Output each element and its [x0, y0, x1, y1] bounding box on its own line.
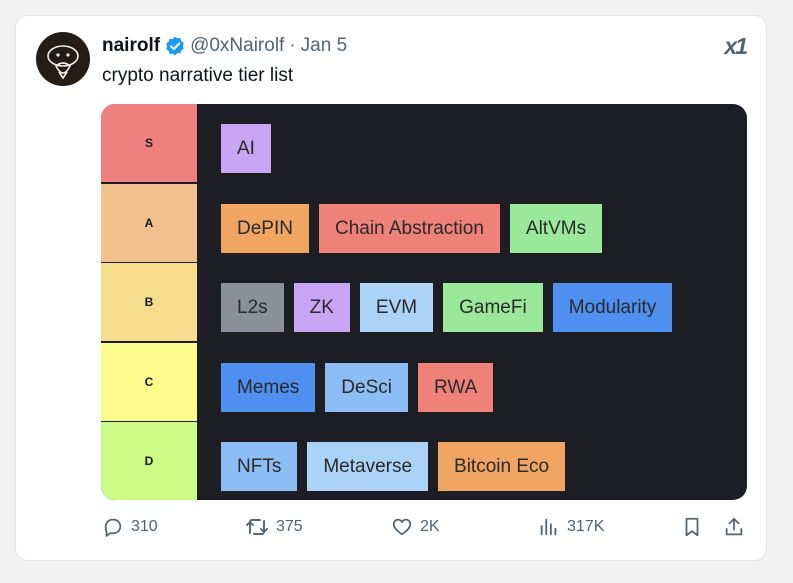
tier-row: A DePIN Chain Abstraction AltVMs	[101, 184, 747, 262]
tier-row: S AI	[101, 104, 747, 182]
tweet-header: nairolf @0xNairolf · Jan 5	[102, 35, 347, 57]
verified-badge-icon	[164, 35, 186, 57]
tier-item: EVM	[359, 283, 434, 332]
tier-item: RWA	[417, 363, 494, 412]
tweet-card[interactable]: nairolf @0xNairolf · Jan 5 x1 crypto nar…	[15, 15, 767, 561]
tier-items: DePIN Chain Abstraction AltVMs	[221, 204, 612, 253]
tier-list-image[interactable]: S AI A DePIN Chain Abstraction AltVMs B …	[101, 104, 747, 500]
tier-item: GameFi	[443, 283, 543, 332]
tier-items: AI	[221, 124, 281, 173]
reply-icon	[102, 516, 124, 538]
tier-item: AltVMs	[509, 204, 603, 253]
tier-item: AI	[221, 124, 271, 173]
reply-button[interactable]: 310	[102, 516, 158, 538]
avatar[interactable]	[36, 32, 90, 86]
views-icon	[538, 516, 560, 538]
tweet-text: crypto narrative tier list	[102, 65, 294, 86]
tweet-date[interactable]: Jan 5	[300, 35, 348, 56]
tier-row: C Memes DeSci RWA	[101, 343, 747, 421]
like-count: 2K	[420, 518, 440, 535]
tier-items: NFTs Metaverse Bitcoin Eco	[221, 442, 575, 491]
tier-item: Memes	[221, 363, 316, 412]
tier-item: Chain Abstraction	[318, 204, 500, 253]
tier-label: B	[101, 263, 197, 341]
tier-items: Memes DeSci RWA	[221, 363, 503, 412]
repost-count: 375	[276, 518, 303, 535]
handle[interactable]: @0xNairolf	[190, 35, 285, 56]
action-bar: 310 375 2K 317K	[16, 516, 766, 548]
tier-row: D NFTs Metaverse Bitcoin Eco	[101, 422, 747, 500]
bookmark-icon	[681, 516, 703, 538]
tier-item: Bitcoin Eco	[438, 442, 566, 491]
tier-item: ZK	[293, 283, 350, 332]
tier-item: Metaverse	[307, 442, 429, 491]
tier-item: DePIN	[221, 204, 309, 253]
tier-label: A	[101, 184, 197, 262]
views-button[interactable]: 317K	[538, 516, 604, 538]
repost-button[interactable]: 375	[245, 516, 303, 538]
tier-label: C	[101, 343, 197, 421]
reply-count: 310	[131, 518, 158, 535]
share-button[interactable]	[723, 516, 745, 538]
views-count: 317K	[567, 518, 605, 535]
bookmark-button[interactable]	[681, 516, 703, 538]
repost-icon	[245, 516, 269, 538]
x-logo-icon[interactable]: x1	[724, 33, 748, 59]
tier-item: Modularity	[552, 283, 673, 332]
heart-icon	[391, 516, 413, 538]
share-icon	[723, 516, 745, 538]
tier-item: DeSci	[325, 363, 408, 412]
tier-row: B L2s ZK EVM GameFi Modularity	[101, 263, 747, 341]
tier-label: S	[101, 104, 197, 182]
separator: ·	[289, 35, 296, 56]
tier-item: NFTs	[221, 442, 298, 491]
like-button[interactable]: 2K	[391, 516, 440, 538]
tier-label: D	[101, 422, 197, 500]
tier-items: L2s ZK EVM GameFi Modularity	[221, 283, 682, 332]
tier-item: L2s	[221, 283, 284, 332]
display-name[interactable]: nairolf	[102, 35, 161, 56]
